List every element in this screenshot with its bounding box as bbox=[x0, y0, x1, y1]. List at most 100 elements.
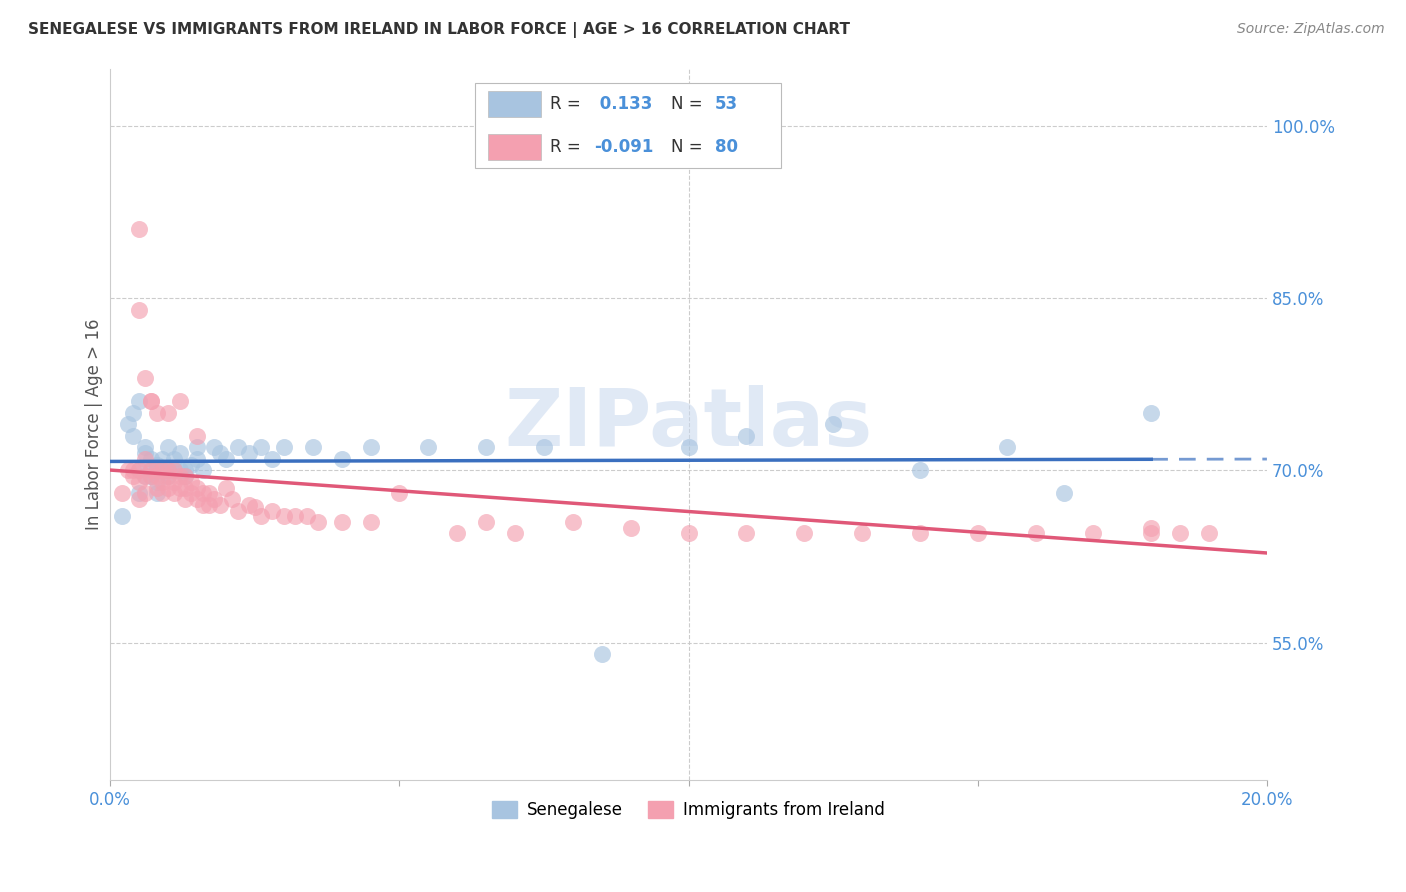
Point bbox=[174, 469, 197, 483]
Point bbox=[446, 526, 468, 541]
Point bbox=[295, 509, 318, 524]
Point bbox=[202, 441, 225, 455]
Point bbox=[150, 451, 173, 466]
Text: -0.091: -0.091 bbox=[593, 138, 654, 156]
Point bbox=[591, 647, 613, 661]
Point bbox=[145, 481, 167, 495]
Point bbox=[150, 486, 173, 500]
Point bbox=[150, 463, 173, 477]
Point bbox=[163, 451, 186, 466]
Bar bbox=[488, 91, 540, 117]
Point bbox=[186, 491, 208, 506]
Point bbox=[851, 526, 873, 541]
Text: N =: N = bbox=[671, 95, 703, 113]
Point bbox=[1083, 526, 1105, 541]
Point bbox=[1140, 526, 1163, 541]
Point bbox=[418, 441, 440, 455]
Point bbox=[180, 475, 202, 489]
Point bbox=[169, 469, 191, 483]
Text: SENEGALESE VS IMMIGRANTS FROM IRELAND IN LABOR FORCE | AGE > 16 CORRELATION CHAR: SENEGALESE VS IMMIGRANTS FROM IRELAND IN… bbox=[28, 22, 851, 38]
Point bbox=[134, 486, 156, 500]
Point bbox=[1053, 486, 1076, 500]
Point bbox=[117, 417, 139, 432]
Point bbox=[908, 526, 931, 541]
Point bbox=[249, 509, 271, 524]
Point bbox=[533, 441, 555, 455]
Point bbox=[908, 463, 931, 477]
Point bbox=[145, 463, 167, 477]
Point bbox=[191, 498, 214, 512]
Point bbox=[139, 394, 162, 409]
Point bbox=[174, 481, 197, 495]
Point bbox=[174, 491, 197, 506]
Point bbox=[238, 446, 260, 460]
Point bbox=[122, 406, 145, 420]
Point bbox=[174, 463, 197, 477]
Point bbox=[111, 486, 134, 500]
Point bbox=[273, 441, 295, 455]
Point bbox=[134, 441, 156, 455]
Text: ZIPatlas: ZIPatlas bbox=[505, 385, 873, 464]
Point bbox=[134, 469, 156, 483]
Point bbox=[330, 515, 353, 529]
Point bbox=[388, 486, 411, 500]
Point bbox=[202, 491, 225, 506]
Point bbox=[134, 451, 156, 466]
Point bbox=[215, 451, 238, 466]
Point bbox=[134, 446, 156, 460]
Point bbox=[209, 446, 232, 460]
Point bbox=[169, 481, 191, 495]
Point bbox=[145, 475, 167, 489]
Bar bbox=[488, 134, 540, 160]
Point bbox=[139, 469, 162, 483]
Point bbox=[150, 475, 173, 489]
Point bbox=[186, 451, 208, 466]
Point bbox=[169, 463, 191, 477]
Point bbox=[1025, 526, 1047, 541]
Point bbox=[186, 481, 208, 495]
Point bbox=[197, 498, 219, 512]
Point bbox=[226, 503, 249, 517]
Point bbox=[273, 509, 295, 524]
Point bbox=[122, 469, 145, 483]
Point bbox=[180, 486, 202, 500]
Point bbox=[134, 371, 156, 385]
Text: 53: 53 bbox=[716, 95, 738, 113]
Point bbox=[139, 463, 162, 477]
Point bbox=[191, 463, 214, 477]
Point bbox=[262, 451, 284, 466]
Point bbox=[163, 475, 186, 489]
Point bbox=[163, 486, 186, 500]
Point bbox=[1198, 526, 1220, 541]
Point bbox=[360, 515, 382, 529]
FancyBboxPatch shape bbox=[475, 83, 782, 169]
Point bbox=[209, 498, 232, 512]
Point bbox=[139, 469, 162, 483]
Point bbox=[191, 486, 214, 500]
Point bbox=[308, 515, 330, 529]
Point bbox=[1140, 521, 1163, 535]
Point bbox=[145, 486, 167, 500]
Point bbox=[139, 463, 162, 477]
Text: 0.133: 0.133 bbox=[593, 95, 652, 113]
Point bbox=[139, 394, 162, 409]
Point bbox=[221, 491, 243, 506]
Point bbox=[1140, 406, 1163, 420]
Point bbox=[169, 446, 191, 460]
Point bbox=[180, 458, 202, 472]
Point bbox=[735, 429, 758, 443]
Text: Source: ZipAtlas.com: Source: ZipAtlas.com bbox=[1237, 22, 1385, 37]
Point bbox=[197, 486, 219, 500]
Y-axis label: In Labor Force | Age > 16: In Labor Force | Age > 16 bbox=[86, 318, 103, 530]
Point bbox=[128, 475, 150, 489]
Point bbox=[169, 394, 191, 409]
Point bbox=[561, 515, 583, 529]
Legend: Senegalese, Immigrants from Ireland: Senegalese, Immigrants from Ireland bbox=[485, 794, 891, 825]
Point bbox=[678, 441, 700, 455]
Point bbox=[226, 441, 249, 455]
Point bbox=[122, 463, 145, 477]
Point bbox=[793, 526, 815, 541]
Point bbox=[145, 469, 167, 483]
Point bbox=[186, 429, 208, 443]
Point bbox=[145, 458, 167, 472]
